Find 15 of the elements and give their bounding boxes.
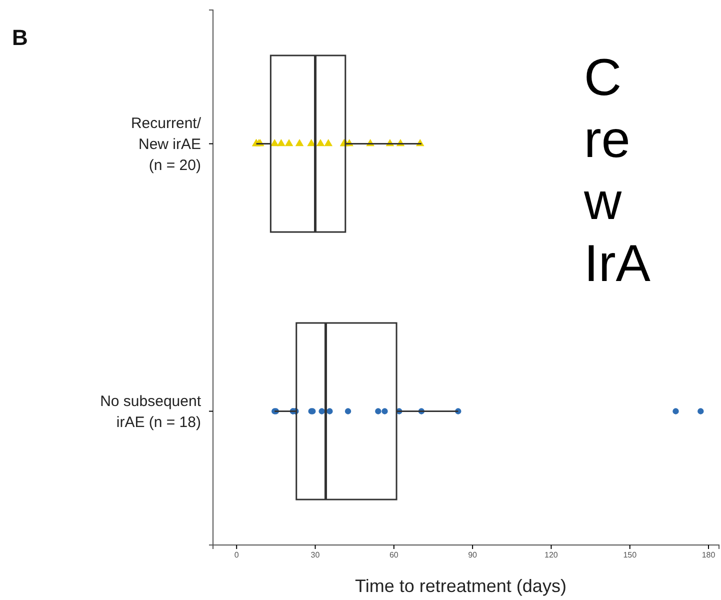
annotation: C — [584, 49, 622, 107]
annotation: re — [584, 111, 630, 169]
x-tick-label: 180 — [702, 550, 716, 560]
y-tick-label: No subsequent irAE (n = 18) — [100, 392, 202, 431]
annotation: IrA — [584, 235, 651, 293]
x-tick-label: 60 — [389, 550, 399, 560]
x-tick-label: 120 — [544, 550, 558, 560]
text: B — [12, 25, 28, 50]
x-tick-label: 90 — [468, 550, 478, 560]
x-axis-title: Time to retreatment (days) — [355, 576, 566, 596]
x-tick-label: 0 — [234, 550, 240, 560]
x-tick-label: 30 — [310, 550, 320, 560]
annotation: w — [583, 173, 622, 231]
y-tick-label: Recurrent/ New irAE (n = 20) — [130, 114, 202, 174]
x-tick-label: 150 — [623, 550, 638, 560]
